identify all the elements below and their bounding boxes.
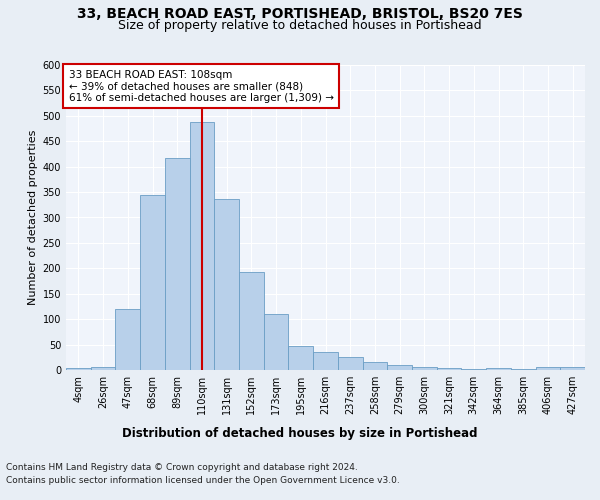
Bar	[115, 309, 140, 370]
Bar	[511, 369, 536, 370]
Bar	[362, 362, 387, 370]
Bar	[536, 368, 560, 370]
Bar	[190, 122, 214, 370]
Bar	[165, 158, 190, 370]
Bar	[313, 352, 338, 370]
Bar	[140, 194, 165, 370]
Bar	[91, 367, 115, 370]
Bar	[412, 367, 437, 370]
Bar	[264, 314, 289, 370]
Text: Distribution of detached houses by size in Portishead: Distribution of detached houses by size …	[122, 428, 478, 440]
Text: 33, BEACH ROAD EAST, PORTISHEAD, BRISTOL, BS20 7ES: 33, BEACH ROAD EAST, PORTISHEAD, BRISTOL…	[77, 8, 523, 22]
Text: Contains HM Land Registry data © Crown copyright and database right 2024.: Contains HM Land Registry data © Crown c…	[6, 462, 358, 471]
Bar	[239, 272, 264, 370]
Text: 33 BEACH ROAD EAST: 108sqm
← 39% of detached houses are smaller (848)
61% of sem: 33 BEACH ROAD EAST: 108sqm ← 39% of deta…	[68, 70, 334, 103]
Bar	[461, 369, 486, 370]
Bar	[486, 368, 511, 370]
Bar	[289, 346, 313, 370]
Bar	[338, 358, 362, 370]
Bar	[560, 368, 585, 370]
Bar	[437, 368, 461, 370]
Text: Contains public sector information licensed under the Open Government Licence v3: Contains public sector information licen…	[6, 476, 400, 485]
Y-axis label: Number of detached properties: Number of detached properties	[28, 130, 38, 305]
Text: Size of property relative to detached houses in Portishead: Size of property relative to detached ho…	[118, 19, 482, 32]
Bar	[387, 365, 412, 370]
Bar	[66, 368, 91, 370]
Bar	[214, 198, 239, 370]
